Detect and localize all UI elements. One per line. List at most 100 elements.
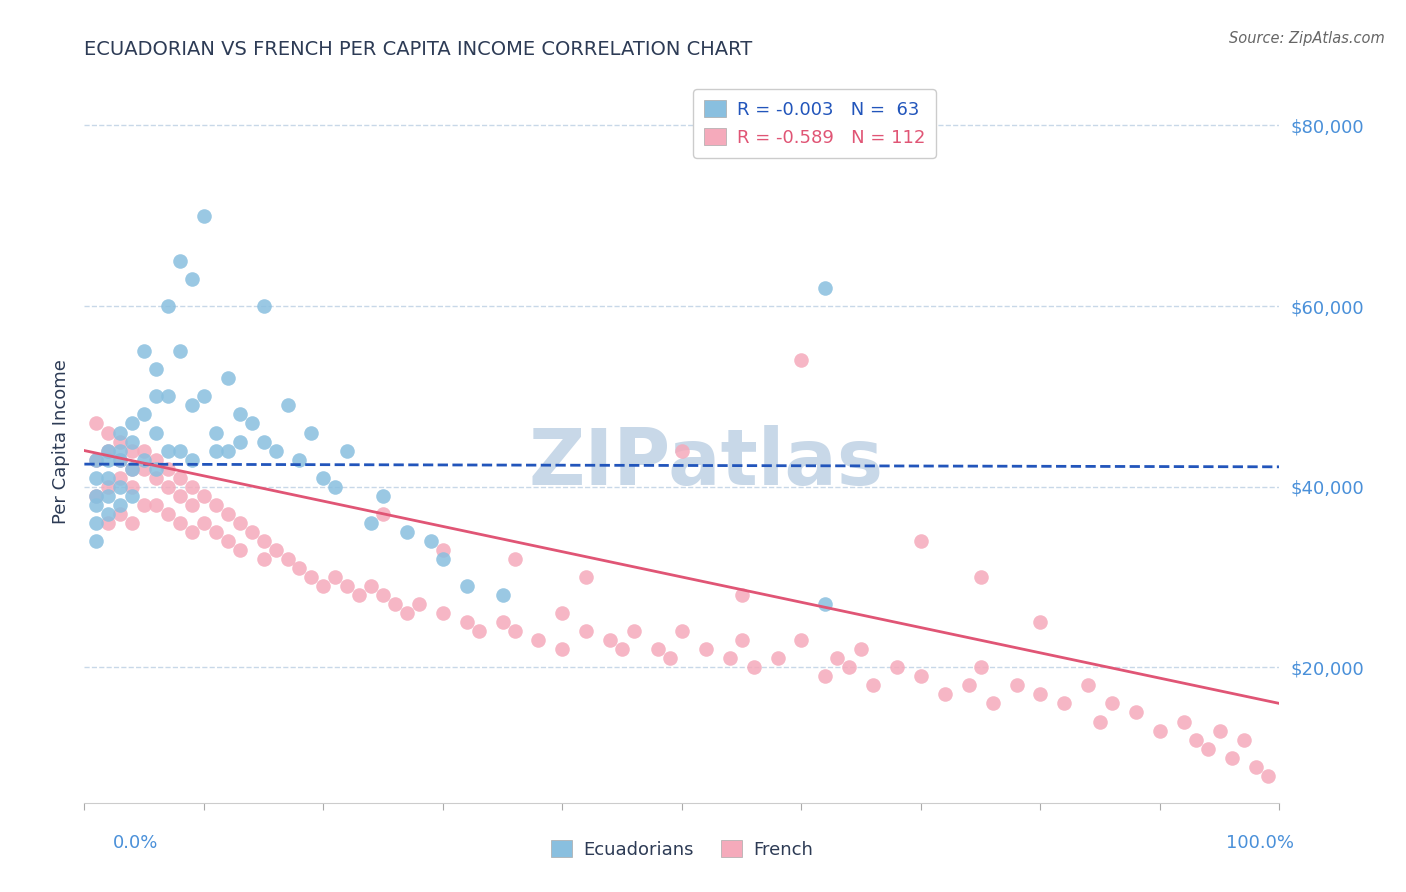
Point [970,660,993,674]
Point [1101,697,1123,711]
Point [814,597,837,611]
Point [790,353,813,368]
Point [86,533,108,548]
Point [790,633,813,648]
Point [205,443,228,458]
Point [910,669,932,683]
Point [1077,678,1099,692]
Point [205,498,228,512]
Point [86,452,108,467]
Point [718,651,741,665]
Point [288,561,311,575]
Point [97,425,120,440]
Point [432,606,454,620]
Point [599,633,621,648]
Point [86,417,108,431]
Point [217,533,239,548]
Point [1244,760,1267,774]
Point [132,452,156,467]
Point [169,443,191,458]
Point [86,489,108,503]
Point [110,480,132,494]
Point [240,417,263,431]
Point [86,489,108,503]
Point [934,687,956,701]
Point [862,678,884,692]
Point [301,425,323,440]
Point [145,452,167,467]
Point [169,253,191,268]
Point [336,579,359,593]
Point [312,579,335,593]
Point [766,651,789,665]
Point [157,461,180,475]
Point [695,642,717,657]
Point [97,507,120,521]
Text: Source: ZipAtlas.com: Source: ZipAtlas.com [1229,31,1385,46]
Point [132,344,156,359]
Point [157,480,180,494]
Point [264,443,287,458]
Point [288,452,311,467]
Point [1125,706,1147,720]
Point [169,471,191,485]
Point [229,434,252,449]
Point [336,443,359,458]
Point [1185,732,1208,747]
Point [264,542,287,557]
Point [360,579,382,593]
Point [253,533,276,548]
Point [814,669,837,683]
Point [229,408,252,422]
Point [110,443,132,458]
Point [253,434,276,449]
Point [181,452,204,467]
Point [1257,769,1279,783]
Point [731,633,754,648]
Point [145,471,167,485]
Point [110,507,132,521]
Point [373,507,395,521]
Point [157,299,180,313]
Point [86,498,108,512]
Point [575,624,598,639]
Point [132,461,156,475]
Point [373,588,395,602]
Point [121,417,143,431]
Point [456,579,478,593]
Point [97,480,120,494]
Point [468,624,491,639]
Point [181,524,204,539]
Point [970,570,993,584]
Point [325,570,347,584]
Point [97,471,120,485]
Point [145,389,167,403]
Point [121,461,143,475]
Point [384,597,406,611]
Point [240,524,263,539]
Point [612,642,634,657]
Point [97,443,120,458]
Point [97,516,120,530]
Point [408,597,430,611]
Point [97,489,120,503]
Text: ECUADORIAN VS FRENCH PER CAPITA INCOME CORRELATION CHART: ECUADORIAN VS FRENCH PER CAPITA INCOME C… [84,40,752,59]
Point [169,344,191,359]
Point [121,489,143,503]
Point [205,524,228,539]
Point [1209,723,1232,738]
Point [360,516,382,530]
Point [157,443,180,458]
Point [132,443,156,458]
Legend: Ecuadorians, French: Ecuadorians, French [544,833,820,866]
Point [169,489,191,503]
Point [110,498,132,512]
Point [742,660,765,674]
Point [97,443,120,458]
Point [145,425,167,440]
Point [229,516,252,530]
Text: 0.0%: 0.0% [112,834,157,852]
Point [957,678,980,692]
Point [121,434,143,449]
Text: ZIPatlas: ZIPatlas [529,425,883,501]
